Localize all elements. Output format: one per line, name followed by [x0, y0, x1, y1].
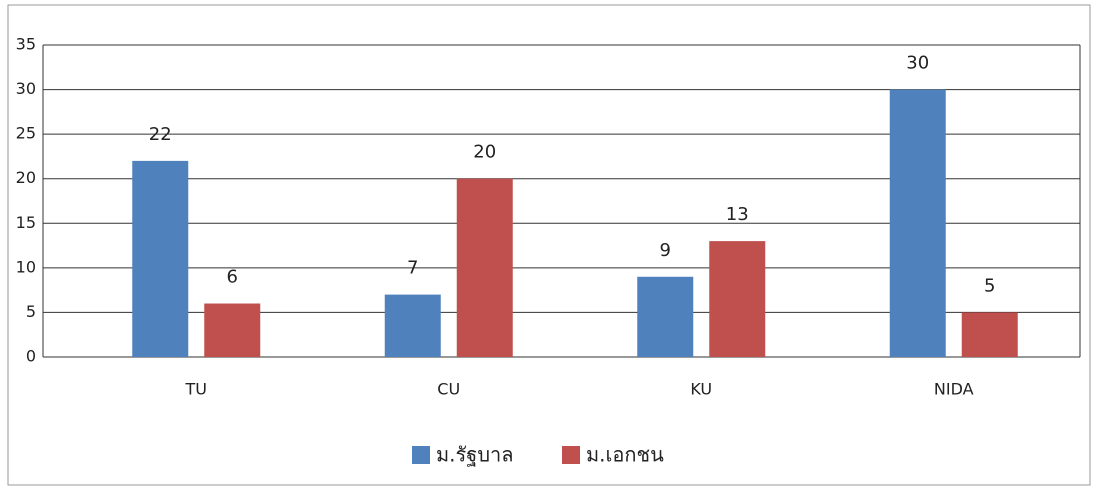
chart-frame	[7, 4, 1091, 486]
bar	[961, 312, 1018, 357]
bar	[456, 178, 513, 357]
y-tick-label: 5	[26, 302, 36, 321]
legend-label: ม.รัฐบาล	[436, 443, 514, 467]
legend-swatch	[562, 446, 580, 464]
y-tick-label: 20	[16, 168, 36, 187]
data-label: 20	[473, 142, 496, 163]
x-tick-label: TU	[185, 380, 207, 399]
data-label: 7	[407, 258, 418, 279]
data-label: 6	[227, 267, 238, 288]
bar	[132, 160, 189, 357]
y-tick-label: 25	[16, 124, 36, 143]
y-tick-label: 10	[16, 257, 36, 276]
y-tick-label: 30	[16, 79, 36, 98]
x-tick-label: CU	[437, 380, 460, 399]
bar	[889, 89, 946, 358]
data-label: 13	[726, 204, 749, 225]
legend-label: ม.เอกชน	[586, 443, 664, 467]
legend-swatch	[412, 446, 430, 464]
bar	[384, 294, 441, 357]
bar	[204, 303, 261, 357]
bar	[637, 276, 694, 357]
data-label: 30	[906, 53, 929, 74]
y-tick-label: 35	[16, 35, 36, 54]
data-label: 9	[660, 240, 671, 261]
x-tick-label: NIDA	[934, 380, 974, 399]
x-tick-label: KU	[690, 380, 712, 399]
data-label: 22	[149, 124, 172, 145]
data-label: 5	[984, 275, 995, 296]
bar	[709, 241, 766, 357]
y-tick-label: 15	[16, 213, 36, 232]
y-tick-label: 0	[26, 347, 36, 366]
